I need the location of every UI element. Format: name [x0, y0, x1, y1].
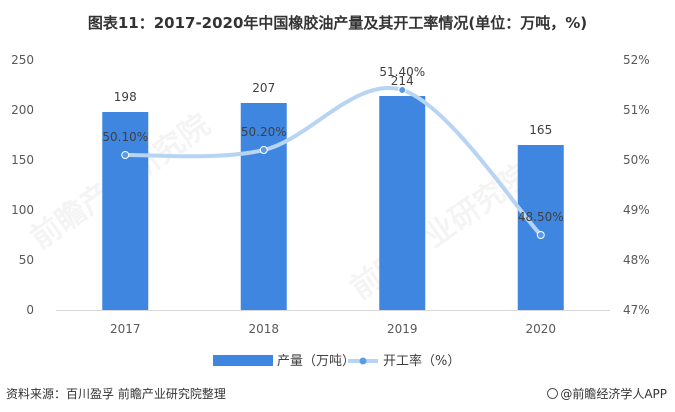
bar	[517, 145, 564, 310]
axes: 0 50 100 150 200 250 47% 48% 49% 50% 51% 52% 2017 201…	[11, 53, 650, 336]
legend: 产量（万吨） 开工率（%）	[213, 353, 460, 369]
line-series: 50.10% 50.20% 51.40% 48.50%	[102, 65, 564, 239]
line-series-path	[123, 86, 543, 237]
bar	[240, 103, 287, 310]
brand-credit: @前瞻经济学人APP	[547, 385, 667, 402]
left-axis-tick-label: 50	[19, 253, 34, 267]
right-axis-tick-label: 49%	[623, 203, 650, 217]
right-axis-tick-label: 48%	[623, 253, 650, 267]
bar-series: 198 207 214 165	[102, 74, 564, 310]
legend-bar-swatch	[213, 355, 273, 366]
left-axis-tick-label: 200	[11, 103, 34, 117]
brand-label: @前瞻经济学人APP	[560, 387, 667, 401]
right-axis-tick-label: 47%	[623, 303, 650, 317]
left-axis-tick-label: 250	[11, 53, 34, 67]
line-point	[259, 146, 268, 154]
bar-data-label: 198	[114, 90, 137, 104]
bar-data-label: 207	[252, 81, 275, 95]
line-data-label: 48.50%	[518, 210, 564, 224]
bar-data-label: 214	[391, 74, 414, 88]
source-note: 资料来源：百川盈孚 前瞻产业研究院整理	[6, 387, 226, 401]
left-axis-tick-label: 0	[26, 303, 34, 317]
brand-logo-icon	[547, 388, 559, 399]
line-point	[398, 86, 407, 94]
chart-title: 图表11：2017-2020年中国橡胶油产量及其开工率情况(单位：万吨，%)	[87, 14, 588, 32]
line-data-label: 50.20%	[241, 125, 287, 139]
left-axis-tick-label: 100	[11, 203, 34, 217]
watermark-text: 前瞻产业研究院	[345, 157, 537, 306]
line-data-label: 51.40%	[379, 65, 425, 79]
right-axis-tick-label: 50%	[623, 153, 650, 167]
line-point	[121, 151, 130, 159]
left-axis-tick-label: 150	[11, 153, 34, 167]
legend-line-label: 开工率（%）	[383, 353, 460, 369]
x-axis-tick-label: 2017	[110, 322, 141, 336]
legend-bar-label: 产量（万吨）	[277, 354, 355, 369]
x-axis-tick-label: 2020	[525, 322, 556, 336]
bar	[379, 96, 426, 310]
x-axis-tick-label: 2019	[387, 322, 418, 336]
line-data-label: 50.10%	[102, 130, 148, 144]
line-point	[536, 231, 545, 239]
right-axis-tick-label: 51%	[623, 103, 650, 117]
bar	[102, 112, 149, 310]
x-axis-tick-label: 2018	[248, 322, 279, 336]
bar-data-label: 165	[529, 123, 552, 137]
legend-line-marker	[359, 357, 367, 365]
right-axis-tick-label: 52%	[623, 53, 650, 67]
